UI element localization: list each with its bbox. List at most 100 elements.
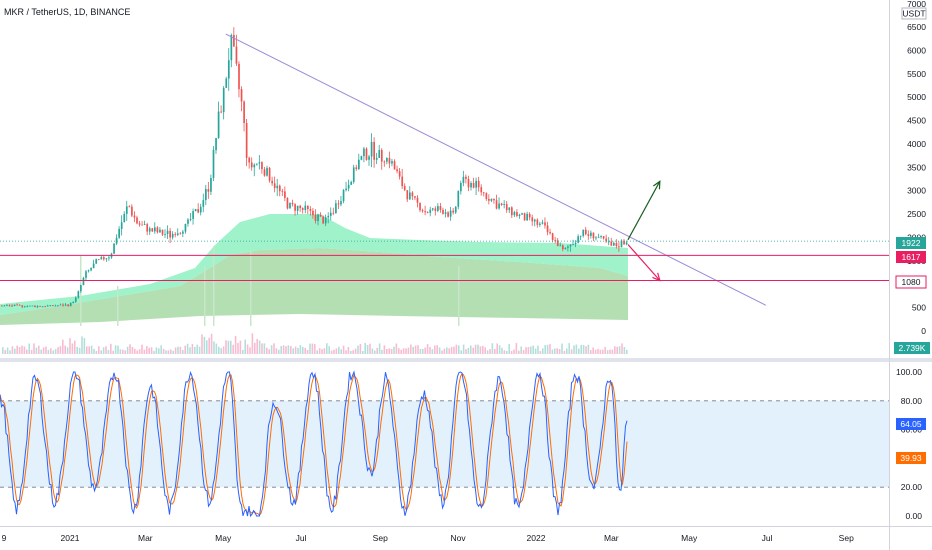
time-tick-label[interactable]: Nov: [451, 533, 467, 543]
candle[interactable]: [194, 208, 197, 212]
candle[interactable]: [245, 119, 248, 166]
candle[interactable]: [587, 230, 590, 240]
candle[interactable]: [266, 165, 268, 177]
candle[interactable]: [156, 226, 159, 234]
candle[interactable]: [549, 228, 551, 235]
candle[interactable]: [350, 180, 353, 186]
candle[interactable]: [368, 154, 370, 166]
candle[interactable]: [54, 304, 57, 307]
candle[interactable]: [345, 181, 347, 192]
candle[interactable]: [217, 101, 220, 139]
candle[interactable]: [393, 159, 396, 170]
candle[interactable]: [620, 239, 623, 248]
candle[interactable]: [419, 202, 421, 213]
candle[interactable]: [184, 223, 187, 234]
candle[interactable]: [380, 148, 383, 170]
candle[interactable]: [263, 167, 266, 177]
candle[interactable]: [623, 238, 625, 246]
candle[interactable]: [179, 232, 182, 235]
candle[interactable]: [95, 258, 98, 265]
candle[interactable]: [151, 227, 154, 232]
stoch-tick-label[interactable]: 0.00: [905, 511, 922, 521]
candle[interactable]: [154, 222, 156, 234]
candle[interactable]: [569, 244, 572, 252]
candle[interactable]: [284, 186, 286, 202]
candle[interactable]: [11, 304, 13, 307]
candle[interactable]: [248, 156, 251, 169]
candle[interactable]: [118, 226, 120, 239]
candle[interactable]: [314, 209, 317, 224]
candle[interactable]: [383, 160, 386, 167]
candle[interactable]: [276, 178, 279, 197]
candle[interactable]: [375, 152, 378, 165]
candle[interactable]: [143, 220, 146, 226]
candle[interactable]: [434, 206, 437, 216]
candle[interactable]: [271, 176, 273, 186]
candle[interactable]: [235, 34, 238, 66]
candle[interactable]: [49, 305, 52, 307]
time-tick-label[interactable]: 2022: [527, 533, 546, 543]
candle[interactable]: [215, 137, 217, 154]
candle[interactable]: [90, 267, 92, 272]
candle[interactable]: [406, 190, 409, 202]
candle[interactable]: [559, 242, 562, 247]
candle[interactable]: [18, 304, 21, 306]
candle[interactable]: [164, 229, 166, 238]
time-tick-label[interactable]: Mar: [138, 533, 153, 543]
candle[interactable]: [77, 290, 80, 299]
candle[interactable]: [261, 161, 263, 174]
candle[interactable]: [166, 225, 169, 239]
candle[interactable]: [442, 207, 444, 215]
bullish-arrow[interactable]: [627, 180, 661, 241]
candle[interactable]: [511, 206, 513, 218]
candle[interactable]: [59, 303, 62, 306]
candle[interactable]: [572, 239, 574, 246]
candle[interactable]: [615, 239, 618, 249]
candle[interactable]: [480, 184, 483, 196]
price-tick-label[interactable]: 500: [912, 303, 926, 313]
candle[interactable]: [16, 303, 18, 306]
candle[interactable]: [378, 144, 381, 158]
candle[interactable]: [46, 304, 49, 307]
time-tick-label[interactable]: May: [681, 533, 698, 543]
currency-box[interactable]: [901, 7, 927, 20]
candle[interactable]: [523, 212, 526, 221]
candle[interactable]: [600, 235, 602, 239]
candle[interactable]: [3, 305, 6, 307]
candle[interactable]: [465, 174, 467, 184]
candle[interactable]: [159, 227, 161, 233]
candle[interactable]: [447, 211, 449, 218]
candle[interactable]: [618, 241, 620, 252]
candle[interactable]: [531, 214, 534, 226]
candle[interactable]: [74, 296, 77, 303]
price-tick-label[interactable]: 3000: [907, 186, 926, 196]
candle[interactable]: [526, 211, 528, 221]
candle[interactable]: [250, 157, 253, 171]
candle[interactable]: [210, 174, 212, 196]
time-tick-label[interactable]: Mar: [604, 533, 619, 543]
candle[interactable]: [546, 221, 549, 236]
candle[interactable]: [554, 236, 557, 244]
time-tick-label[interactable]: Sep: [373, 533, 388, 543]
candle[interactable]: [579, 235, 582, 241]
candle[interactable]: [286, 197, 289, 210]
candle[interactable]: [62, 303, 64, 307]
candle[interactable]: [230, 33, 233, 68]
candle[interactable]: [592, 232, 595, 241]
candle[interactable]: [610, 237, 613, 247]
candle[interactable]: [197, 203, 200, 214]
candle[interactable]: [388, 151, 391, 169]
candle[interactable]: [113, 243, 115, 254]
candle[interactable]: [182, 229, 184, 238]
candle[interactable]: [176, 228, 179, 237]
candle[interactable]: [564, 247, 567, 250]
candle[interactable]: [370, 133, 373, 168]
candle[interactable]: [233, 27, 235, 47]
candle[interactable]: [146, 222, 149, 236]
candle[interactable]: [332, 207, 335, 216]
candle[interactable]: [312, 208, 314, 219]
candle[interactable]: [294, 203, 296, 216]
symbol-title[interactable]: MKR / TetherUS, 1D, BINANCE: [4, 7, 130, 17]
candle[interactable]: [426, 211, 429, 214]
candle[interactable]: [363, 146, 365, 163]
